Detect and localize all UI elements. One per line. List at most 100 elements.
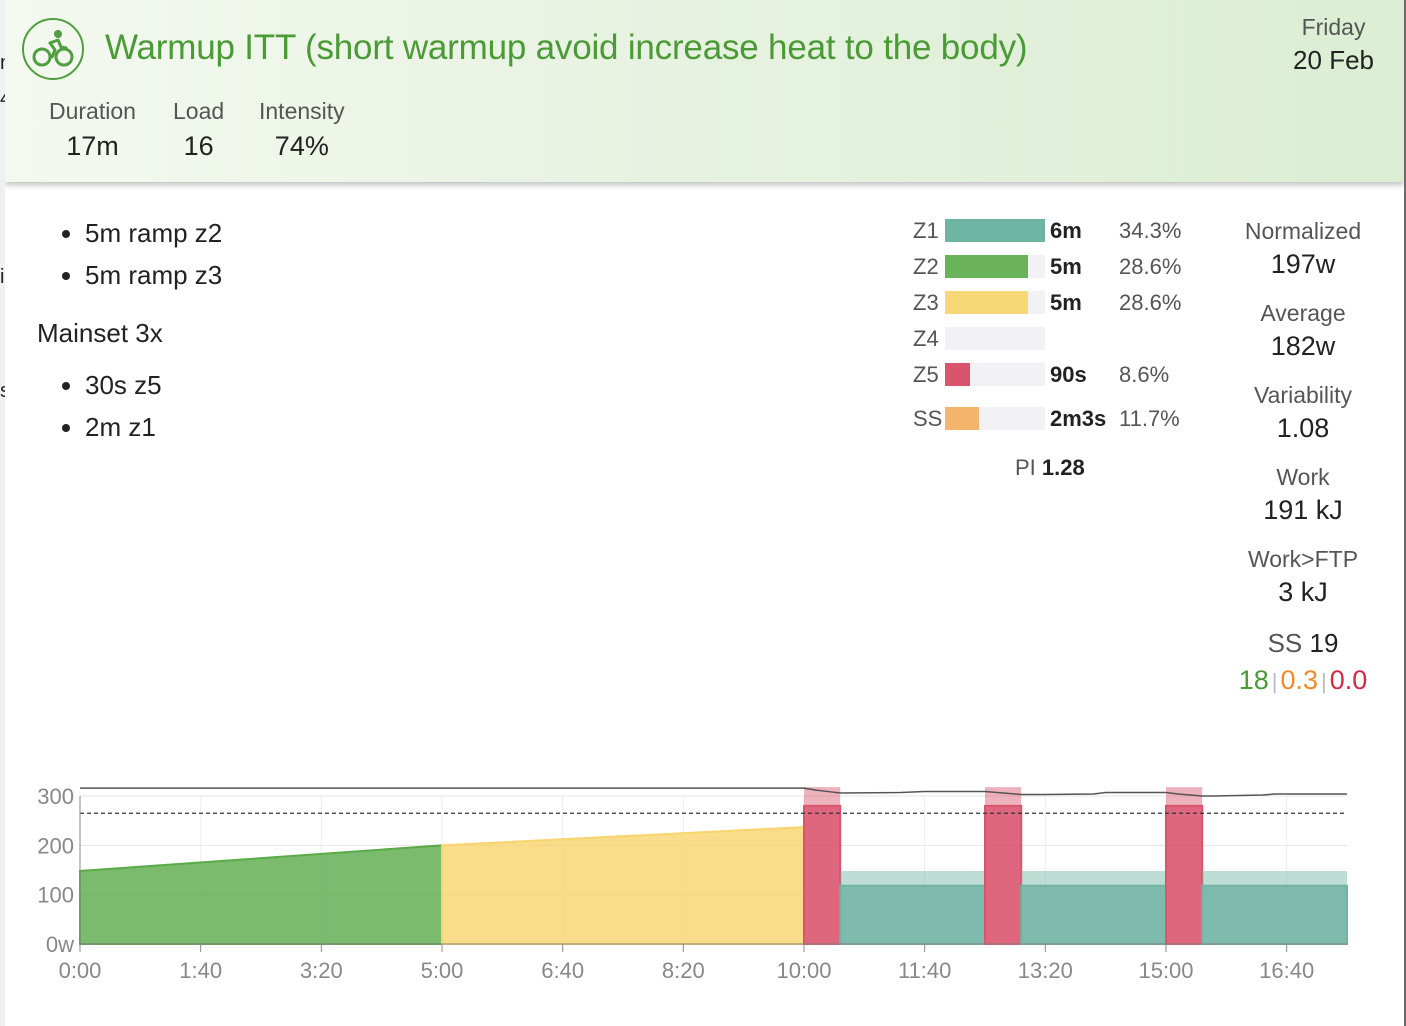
ss-total: SS 19	[1218, 628, 1388, 659]
zone-percent: 8.6%	[1119, 362, 1170, 387]
metric-ss: SS 19 18 | 0.3 | 0.0	[1218, 628, 1388, 696]
x-tick-label: 15:00	[1138, 958, 1193, 983]
pi-value: 1.28	[1041, 455, 1085, 480]
workout-description: 5m ramp z2 5m ramp z3 Mainset 3x 30s z5 …	[37, 212, 222, 448]
metric-label: Average	[1260, 300, 1346, 326]
x-tick-label: 10:00	[776, 958, 831, 983]
zone-row-z1: Z1 6m 34.3%	[905, 214, 1205, 250]
zone-bar-fill	[945, 407, 979, 430]
zone-bar-fill	[945, 219, 1045, 242]
zone-percent: 28.6%	[1119, 290, 1182, 315]
zone-bar-track	[945, 363, 1045, 386]
zone-bar-track	[945, 327, 1045, 350]
zone-percent: 28.6%	[1119, 254, 1182, 279]
stat-value: 16	[183, 131, 214, 161]
stat-load: Load 16	[173, 98, 224, 162]
date-date: 20 Feb	[1293, 45, 1374, 75]
metric-label: Work	[1276, 464, 1330, 490]
x-tick-label: 1:40	[179, 958, 222, 983]
zone-row-ss: SS 2m3s 11.7%	[905, 402, 1205, 438]
x-tick-label: 8:20	[662, 958, 705, 983]
list-item: 2m z1	[85, 406, 222, 448]
metric-normalized: Normalized 197w	[1218, 218, 1388, 300]
zone-bar-track	[945, 219, 1045, 242]
zone-label: Z1	[913, 218, 939, 243]
workout-header: Warmup ITT (short warmup avoid increase …	[5, 0, 1404, 182]
x-tick-label: 11:40	[898, 958, 951, 983]
ss-breakdown: 18 | 0.3 | 0.0	[1218, 665, 1388, 696]
zone-segment-z5	[803, 804, 842, 945]
stat-value: 17m	[66, 131, 119, 161]
x-tick-label: 6:40	[541, 958, 584, 983]
stat-value: 74%	[274, 131, 329, 161]
ss-separator: |	[1271, 669, 1278, 694]
zone-duration: 2m3s	[1050, 406, 1107, 431]
y-tick-label: 0w	[46, 932, 74, 957]
zone-label: Z4	[913, 326, 939, 351]
y-tick-label: 300	[37, 784, 74, 809]
zone-duration: 5m	[1050, 290, 1082, 315]
pi-stat: PI 1.28	[1015, 455, 1085, 481]
stat-intensity: Intensity 74%	[259, 98, 345, 162]
zone-label: Z3	[913, 290, 939, 315]
zone-row-z2: Z2 5m 28.6%	[905, 250, 1205, 286]
zone-bar-track	[945, 255, 1045, 278]
pi-label: PI	[1015, 455, 1036, 480]
workout-date: Friday 20 Feb	[1293, 14, 1374, 76]
stat-label: Load	[173, 98, 225, 124]
zone-segment-z3	[441, 826, 805, 945]
zone-segment-z1	[1020, 884, 1167, 945]
bike-icon	[22, 18, 84, 80]
zone-percent: 11.7%	[1119, 406, 1180, 431]
metric-value: 197w	[1270, 249, 1336, 279]
zone-bar-track	[945, 291, 1045, 314]
x-tick-label: 3:20	[300, 958, 343, 983]
metric-value: 3 kJ	[1278, 577, 1328, 607]
ss-green: 18	[1238, 665, 1269, 695]
metric-value: 1.08	[1276, 413, 1330, 443]
background-page	[0, 0, 6, 1026]
zone-bar-fill	[945, 255, 1029, 278]
zone-percent: 34.3%	[1119, 218, 1182, 243]
zone-segment-z1	[1201, 884, 1348, 945]
background-text: i	[0, 266, 5, 288]
zone-label: Z2	[913, 254, 939, 279]
list-item: 5m ramp z3	[85, 254, 222, 296]
metric-value: 182w	[1270, 331, 1336, 361]
metric-label: Normalized	[1244, 218, 1362, 244]
workout-title: Warmup ITT (short warmup avoid increase …	[105, 28, 1028, 67]
metric-work: Work 191 kJ	[1218, 464, 1388, 546]
metric-work-above-ftp: Work>FTP 3 kJ	[1218, 546, 1388, 628]
stat-label: Duration	[49, 98, 136, 124]
list-item: 30s z5	[85, 364, 222, 406]
zone-duration: 5m	[1050, 254, 1082, 279]
zone-bar-track	[945, 407, 1045, 430]
metric-label: Variability	[1254, 382, 1352, 408]
power-metrics: Normalized 197w Average 182w Variability…	[1218, 218, 1388, 696]
ss-label: SS	[1267, 628, 1303, 658]
zone-segment-z1	[839, 884, 986, 945]
x-tick-label: 13:20	[1018, 958, 1073, 983]
zone-segment-z5	[1165, 804, 1204, 945]
ss-separator: |	[1321, 669, 1327, 694]
zone-row-z4: Z4	[905, 322, 1205, 358]
metric-value: 191 kJ	[1263, 495, 1343, 525]
zone-label: SS	[913, 406, 943, 431]
stat-label: Intensity	[259, 98, 345, 124]
x-tick-label: 5:00	[421, 958, 464, 983]
y-tick-label: 100	[37, 883, 74, 908]
zone-bar-fill	[945, 291, 1029, 314]
zone-label: Z5	[913, 362, 939, 387]
ss-value: 19	[1309, 628, 1339, 658]
zone-segment-z2	[79, 844, 443, 945]
list-item: 5m ramp z2	[85, 212, 222, 254]
metric-average: Average 182w	[1218, 300, 1388, 382]
zone-row-z3: Z3 5m 28.6%	[905, 286, 1205, 322]
zone-segment-z5	[984, 804, 1023, 945]
zone-duration: 90s	[1050, 362, 1087, 387]
metric-label: Work>FTP	[1247, 546, 1359, 572]
zone-duration: 6m	[1050, 218, 1082, 243]
max-power-curve	[80, 787, 1347, 797]
ss-red: 0.0	[1329, 665, 1368, 695]
power-chart[interactable]: 0w 100 200 300 0:00 1:40 3:20 5:00 6:40 8:20 10:00…	[5, 770, 1404, 1026]
